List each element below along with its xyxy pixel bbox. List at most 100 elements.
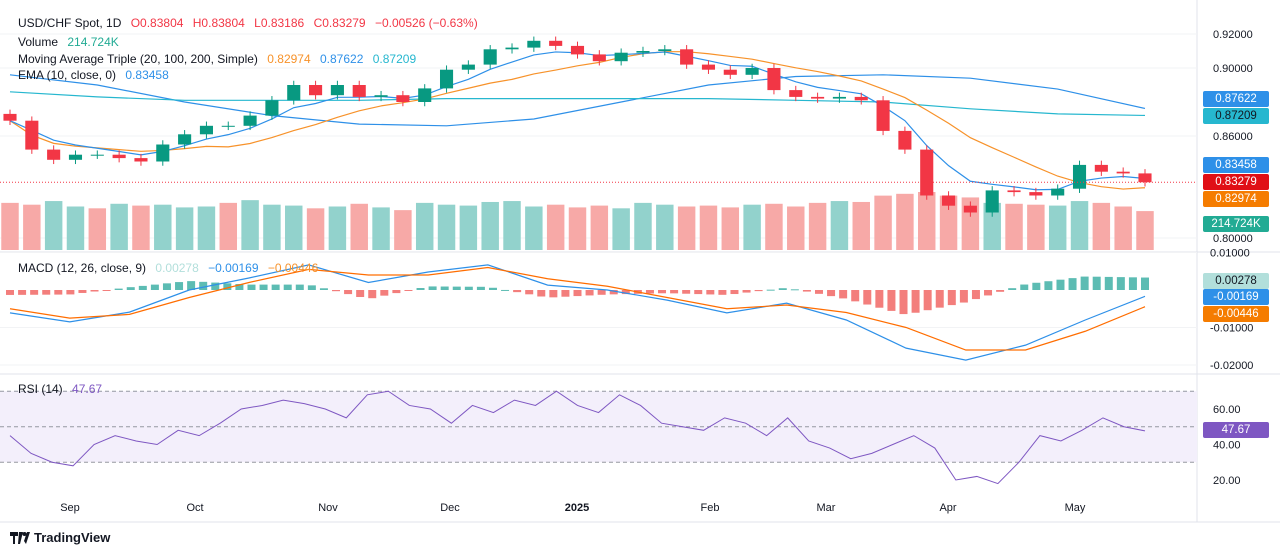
- volume-bar: [939, 195, 958, 250]
- time-tick-label: May: [1065, 502, 1086, 514]
- time-tick-label: 2025: [565, 502, 589, 514]
- macd-hist-value: 0.00278: [155, 261, 199, 275]
- macd-histogram-bar: [488, 287, 497, 290]
- ma-legend: Moving Average Triple (20, 100, 200, Sim…: [18, 52, 422, 66]
- volume-bar: [721, 207, 740, 250]
- macd-histogram-bar: [464, 286, 473, 290]
- macd-histogram-bar: [199, 281, 208, 290]
- macd-tick-label: 0.01000: [1210, 248, 1250, 260]
- time-tick-label: Sep: [60, 502, 80, 514]
- macd-histogram-bar: [525, 290, 534, 295]
- ma100-price-tag: 0.87622: [1203, 91, 1269, 107]
- candle-body: [156, 144, 170, 162]
- signal-line: [9, 266, 1146, 351]
- candle-body: [898, 130, 912, 150]
- ohlc-close: C0.83279: [313, 16, 366, 30]
- volume-bar: [983, 202, 1001, 250]
- candle-body: [963, 205, 977, 213]
- volume-bar: [808, 202, 827, 250]
- rsi-tick-label: 20.00: [1213, 475, 1241, 487]
- volume-bar: [241, 200, 259, 250]
- volume-bar: [394, 210, 412, 250]
- macd-histogram-bar: [30, 290, 39, 295]
- candle-body: [265, 100, 279, 116]
- macd-histogram-bar: [730, 290, 739, 295]
- ema-value: 0.83458: [125, 68, 169, 82]
- volume-bar: [481, 201, 499, 250]
- candle-body: [636, 51, 650, 53]
- price-tick-label: 0.90000: [1213, 63, 1253, 75]
- macd-histogram-bar: [1141, 277, 1149, 290]
- volume-bar: [765, 203, 783, 250]
- candle-body: [439, 69, 454, 89]
- macd-histogram-bar: [42, 290, 51, 295]
- macd-histogram-bar: [645, 290, 654, 294]
- macd-histogram-bar: [899, 290, 908, 315]
- rsi-value: 47.67: [72, 382, 103, 396]
- macd-histogram-bar: [851, 290, 860, 302]
- volume-bar: [66, 206, 85, 250]
- sma200-line: [9, 91, 1146, 117]
- volume-bar: [1027, 204, 1045, 250]
- candle-body: [701, 64, 716, 70]
- candle-body: [614, 52, 628, 62]
- macd-histogram-bar: [1116, 277, 1125, 290]
- candle-body: [221, 125, 235, 127]
- ema-legend: EMA (10, close, 0) 0.83458: [18, 68, 175, 82]
- candle-body: [112, 154, 126, 159]
- candle-body: [3, 113, 17, 121]
- volume-bar: [154, 204, 172, 250]
- ohlc-high: H0.83804: [192, 16, 245, 30]
- candle-body: [854, 96, 868, 101]
- volume-bar: [328, 206, 347, 250]
- candle-body: [1072, 164, 1087, 189]
- macd-histogram-bar: [162, 283, 171, 290]
- volume-bar: [219, 202, 237, 250]
- macd-histogram-bar: [1056, 279, 1065, 290]
- macd-histogram-bar: [501, 289, 510, 291]
- macd-histogram-bar: [18, 290, 27, 295]
- ohlc-change: −0.00526 (−0.63%): [374, 16, 478, 30]
- macd-histogram-bar: [1020, 284, 1029, 290]
- macd-label: MACD (12, 26, close, 9): [18, 261, 147, 275]
- volume-bar: [787, 206, 805, 250]
- macd-legend: MACD (12, 26, close, 9) 0.00278 −0.00169…: [18, 261, 324, 275]
- volume-bar: [568, 207, 587, 250]
- volume-bar: [306, 208, 325, 250]
- volume-bar: [503, 201, 521, 250]
- macd-histogram-bar: [863, 290, 872, 305]
- volume-bar: [372, 207, 390, 250]
- volume-value: 214.724K: [67, 35, 119, 49]
- volume-bar: [415, 202, 434, 250]
- macd-histogram-bar: [259, 284, 268, 290]
- volume-bar: [88, 208, 107, 250]
- macd-histogram-bar: [440, 286, 449, 290]
- macd-histogram-bar: [271, 284, 280, 290]
- macd-histogram-bar: [78, 290, 87, 293]
- candle-body: [287, 85, 301, 101]
- macd-histogram-bar: [670, 290, 679, 294]
- macd-histogram-bar: [802, 290, 811, 292]
- volume-bar: [1114, 206, 1132, 250]
- macd-histogram-bar: [283, 284, 292, 290]
- macd-histogram-bar: [658, 290, 667, 294]
- volume-bar: [852, 201, 870, 250]
- candle-body: [243, 115, 257, 126]
- volume-bar: [743, 204, 761, 250]
- macd-histogram-bar: [573, 290, 582, 297]
- macd-histogram-bar: [718, 290, 727, 295]
- macd-histogram-bar: [911, 290, 920, 313]
- tradingview-logo[interactable]: TradingView: [10, 530, 110, 545]
- macd-histogram-bar: [1104, 276, 1113, 290]
- candle-body: [592, 54, 606, 62]
- time-tick-label: Dec: [440, 502, 460, 514]
- macd-histogram-bar: [6, 290, 14, 295]
- macd-histogram-bar: [416, 288, 425, 290]
- candle-body: [134, 158, 148, 162]
- macd-histogram-bar: [682, 290, 691, 294]
- macd-histogram-bar: [392, 290, 401, 294]
- volume-bar: [459, 205, 478, 250]
- macd-histogram-bar: [187, 281, 196, 290]
- macd-histogram-bar: [223, 283, 232, 290]
